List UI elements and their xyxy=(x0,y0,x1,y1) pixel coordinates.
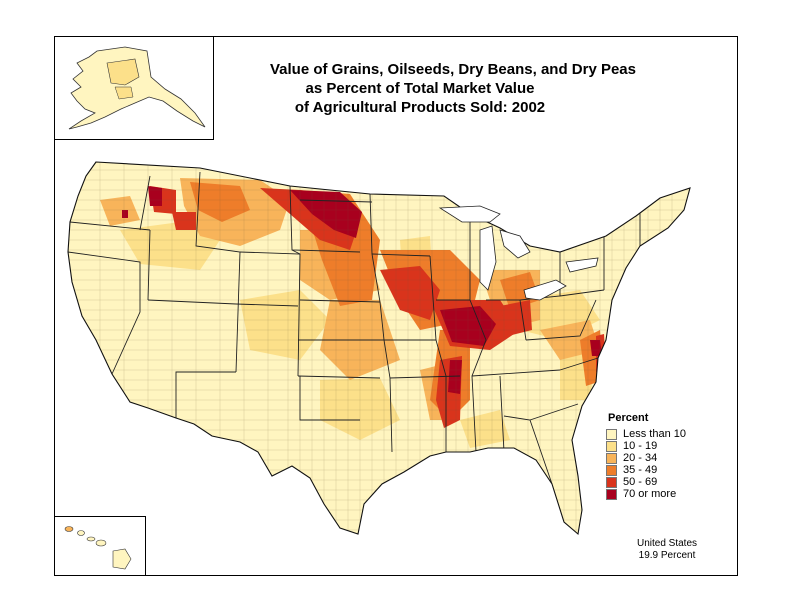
hawaii-inset xyxy=(54,516,146,576)
alaska-map xyxy=(68,46,206,130)
class-10-19-areas xyxy=(120,222,600,448)
legend-swatch xyxy=(606,464,617,476)
legend-label: 35 - 49 xyxy=(623,464,658,476)
legend-swatch xyxy=(606,452,617,464)
legend-swatch xyxy=(606,440,617,452)
legend-label: 20 - 34 xyxy=(623,452,658,464)
legend-label: 50 - 69 xyxy=(623,476,658,488)
summary-line-1: United States xyxy=(636,538,698,549)
legend-label: Less than 10 xyxy=(623,428,686,440)
title-line-1: Value of Grains, Oilseeds, Dry Beans, an… xyxy=(270,61,636,78)
legend-item: 50 - 69 xyxy=(606,476,686,488)
alaska-inset xyxy=(54,36,214,140)
legend-item: 35 - 49 xyxy=(606,464,686,476)
legend-rows: Less than 10 10 - 19 20 - 34 35 - 49 50 - 69… xyxy=(606,428,686,500)
great-lakes xyxy=(438,205,599,301)
legend: Percent Less than 10 10 - 19 20 - 34 35 - 4… xyxy=(606,412,686,500)
legend-swatch xyxy=(606,428,617,440)
legend-swatch xyxy=(606,476,617,488)
legend-label: 70 or more xyxy=(623,488,677,500)
summary-line-2: 19.9 Percent xyxy=(638,550,696,561)
hawaii-map xyxy=(64,526,132,570)
legend-item: 10 - 19 xyxy=(606,440,686,452)
map-title: Value of Grains, Oilseeds, Dry Beans, an… xyxy=(270,60,636,117)
legend-item: 20 - 34 xyxy=(606,452,686,464)
title-line-2: as Percent of Total Market Value xyxy=(305,80,535,97)
legend-swatch xyxy=(606,488,617,500)
legend-item: 70 or more xyxy=(606,488,686,500)
legend-label: 10 - 19 xyxy=(623,440,658,452)
title-line-3: of Agricultural Products Sold: 2002 xyxy=(294,99,546,116)
us-summary: United States 19.9 Percent xyxy=(622,538,712,562)
legend-title: Percent xyxy=(608,412,649,424)
legend-item: Less than 10 xyxy=(606,428,686,440)
